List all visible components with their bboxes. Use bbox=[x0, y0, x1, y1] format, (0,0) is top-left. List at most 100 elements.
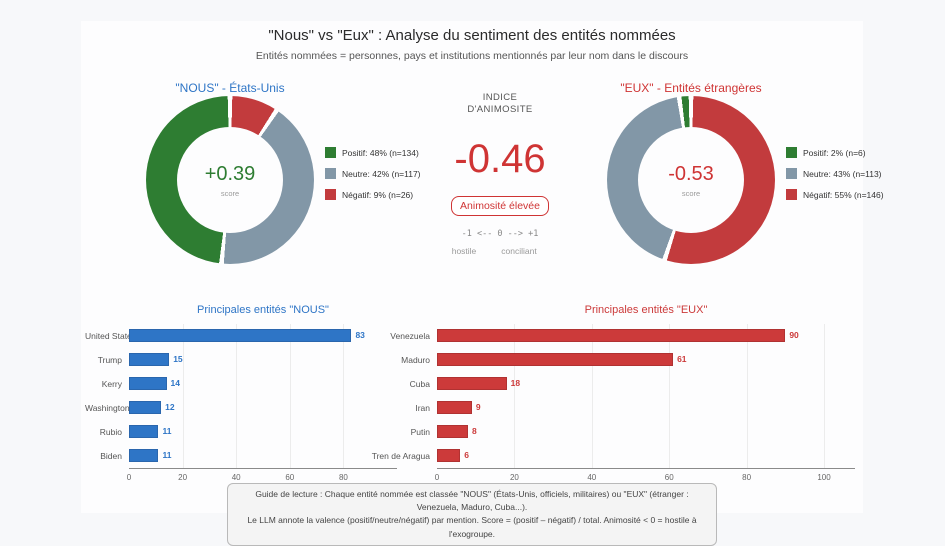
page-subtitle: Entités nommées = personnes, pays et ins… bbox=[255, 50, 689, 62]
bar-rubio[interactable] bbox=[129, 425, 159, 438]
category-label-tren-de-aragua: Tren de Aragua bbox=[371, 451, 430, 461]
legend-label: Neutre: 43% (n=113) bbox=[803, 168, 882, 179]
donut-group-eux: "EUX" - Entités étrangères -0.53 score bbox=[607, 81, 775, 264]
legend-swatch bbox=[325, 189, 336, 200]
legend-item-négatif[interactable]: Négatif: 55% (n=146) bbox=[786, 189, 884, 200]
bar-venezuela[interactable] bbox=[437, 329, 786, 342]
legend-swatch bbox=[786, 189, 797, 200]
legend-item-positif[interactable]: Positif: 48% (n=134) bbox=[325, 147, 421, 158]
category-label-rubio: Rubio bbox=[99, 427, 122, 437]
gauge-scale-words: hostile conciliant bbox=[435, 246, 565, 258]
legend-item-négatif[interactable]: Négatif: 9% (n=26) bbox=[325, 189, 421, 200]
bar-united-states[interactable] bbox=[129, 329, 352, 342]
gauge-heading-line2: D'ANIMOSITE bbox=[467, 104, 533, 116]
bar-value-label: 61 bbox=[677, 354, 687, 364]
donut-title-eux: "EUX" - Entités étrangères bbox=[620, 81, 762, 95]
gauge-label-conciliant: conciliant bbox=[501, 245, 537, 256]
legend-label: Positif: 2% (n=6) bbox=[803, 147, 866, 158]
bar-maduro[interactable] bbox=[437, 353, 674, 366]
bar-value-label: 18 bbox=[510, 378, 521, 388]
x-tick-label: 80 bbox=[742, 473, 752, 482]
donut-chart-nous[interactable]: +0.39 score bbox=[146, 96, 314, 264]
bar-putin[interactable] bbox=[437, 425, 468, 438]
x-tick-label: 100 bbox=[817, 473, 831, 482]
category-label-venezuela: Venezuela bbox=[390, 331, 430, 341]
gridline bbox=[289, 324, 291, 468]
gridline bbox=[824, 324, 826, 468]
bar-chart-body-nous: United States Trump Kerry Washington Rubio Bi… bbox=[85, 324, 397, 469]
bar-biden[interactable] bbox=[129, 449, 159, 462]
gridline bbox=[669, 324, 671, 468]
bar-value-label: 6 bbox=[464, 450, 469, 460]
reading-guide-note: Guide de lecture : Chaque entité nommée … bbox=[227, 483, 717, 546]
gauge-heading-line1: INDICE bbox=[482, 92, 518, 103]
donut-score-label-eux: score bbox=[681, 188, 701, 198]
x-tick-label: 60 bbox=[664, 473, 674, 482]
gauge-scale: -1 <-- 0 --> +1 bbox=[461, 228, 539, 239]
legend-label: Négatif: 55% (n=146) bbox=[803, 189, 884, 200]
legend-eux: Positif: 2% (n=6) Neutre: 43% (n=113) Néga… bbox=[786, 147, 884, 200]
donut-chart-eux[interactable]: -0.53 score bbox=[607, 96, 775, 264]
x-tick-label: 20 bbox=[509, 473, 519, 482]
legend-swatch bbox=[325, 168, 336, 179]
animosity-gauge: INDICE D'ANIMOSITE -0.46 Animosité élevé… bbox=[435, 92, 565, 258]
x-axis-nous: 0 20 40 60 80 bbox=[126, 469, 397, 483]
category-label-trump: Trump bbox=[97, 355, 122, 365]
bar-chart-body-eux: Venezuela Maduro Cuba Iran Putin Tren de Arag… bbox=[361, 324, 855, 469]
bar-trump[interactable] bbox=[129, 353, 170, 366]
x-tick-label: 20 bbox=[178, 473, 188, 482]
donut-center-eux: -0.53 score bbox=[638, 127, 744, 233]
donut-center-nous: +0.39 score bbox=[177, 127, 283, 233]
bar-kerry[interactable] bbox=[129, 377, 167, 390]
legend-swatch bbox=[786, 147, 797, 158]
legend-label: Neutre: 42% (n=117) bbox=[342, 168, 421, 179]
legend-nous: Positif: 48% (n=134) Neutre: 42% (n=117) N… bbox=[325, 147, 421, 200]
donut-score-label-nous: score bbox=[220, 188, 240, 198]
category-labels-eux: Venezuela Maduro Cuba Iran Putin Tren de Arag… bbox=[361, 324, 437, 469]
bar-value-label: 14 bbox=[170, 378, 180, 388]
bar-chart-title-nous: Principales entités "NOUS" bbox=[197, 304, 329, 316]
category-label-washington: Washington bbox=[85, 403, 130, 413]
category-label-united-states: United States bbox=[85, 331, 137, 341]
legend-item-positif[interactable]: Positif: 2% (n=6) bbox=[786, 147, 884, 158]
bar-chart-nous: Principales entités "NOUS" United States… bbox=[85, 302, 397, 483]
x-tick-label: 60 bbox=[285, 473, 295, 482]
x-tick-label: 0 bbox=[126, 473, 132, 482]
bar-washington[interactable] bbox=[129, 401, 162, 414]
plot-area-nous: 83 15 14 12 11 11 bbox=[129, 324, 397, 469]
donut-group-nous: "NOUS" - États-Unis +0.39 score bbox=[146, 81, 314, 264]
bar-tren-de-aragua[interactable] bbox=[437, 449, 461, 462]
gridline bbox=[514, 324, 516, 468]
plot-area-eux: 90 61 18 9 8 6 bbox=[437, 324, 855, 469]
bar-chart-eux: Principales entités "EUX" Venezuela Madur… bbox=[361, 302, 855, 483]
legend-item-neutre[interactable]: Neutre: 43% (n=113) bbox=[786, 168, 884, 179]
x-tick-label: 40 bbox=[587, 473, 597, 482]
category-label-putin: Putin bbox=[410, 427, 430, 437]
reading-guide-line1: Guide de lecture : Chaque entité nommée … bbox=[255, 489, 689, 513]
gauge-heading: INDICE D'ANIMOSITE bbox=[435, 92, 565, 117]
legend-label: Positif: 48% (n=134) bbox=[342, 147, 419, 158]
x-axis-eux: 0 20 40 60 80 100 bbox=[434, 469, 855, 483]
category-label-kerry: Kerry bbox=[101, 379, 122, 389]
bar-iran[interactable] bbox=[437, 401, 472, 414]
category-label-maduro: Maduro bbox=[401, 355, 430, 365]
bar-value-label: 90 bbox=[789, 330, 799, 340]
category-label-biden: Biden bbox=[100, 451, 122, 461]
donut-title-nous: "NOUS" - États-Unis bbox=[175, 81, 285, 95]
bar-value-label: 9 bbox=[475, 402, 481, 412]
bar-value-label: 15 bbox=[173, 354, 183, 364]
gridline bbox=[343, 324, 345, 468]
dashboard-card: "Nous" vs "Eux" : Analyse du sentiment d… bbox=[81, 21, 884, 546]
legend-item-neutre[interactable]: Neutre: 42% (n=117) bbox=[325, 168, 421, 179]
gridline bbox=[236, 324, 238, 468]
bar-value-label: 12 bbox=[165, 402, 175, 412]
legend-swatch bbox=[786, 168, 797, 179]
legend-label: Négatif: 9% (n=26) bbox=[342, 189, 414, 200]
bar-cuba[interactable] bbox=[437, 377, 507, 390]
gauge-status-badge: Animosité élevée bbox=[451, 195, 549, 216]
bar-chart-title-eux: Principales entités "EUX" bbox=[584, 304, 708, 316]
bar-value-label: 8 bbox=[471, 426, 477, 436]
bar-value-label: 83 bbox=[355, 330, 365, 340]
page-title: "Nous" vs "Eux" : Analyse du sentiment d… bbox=[268, 27, 676, 44]
x-tick-label: 0 bbox=[434, 473, 440, 482]
